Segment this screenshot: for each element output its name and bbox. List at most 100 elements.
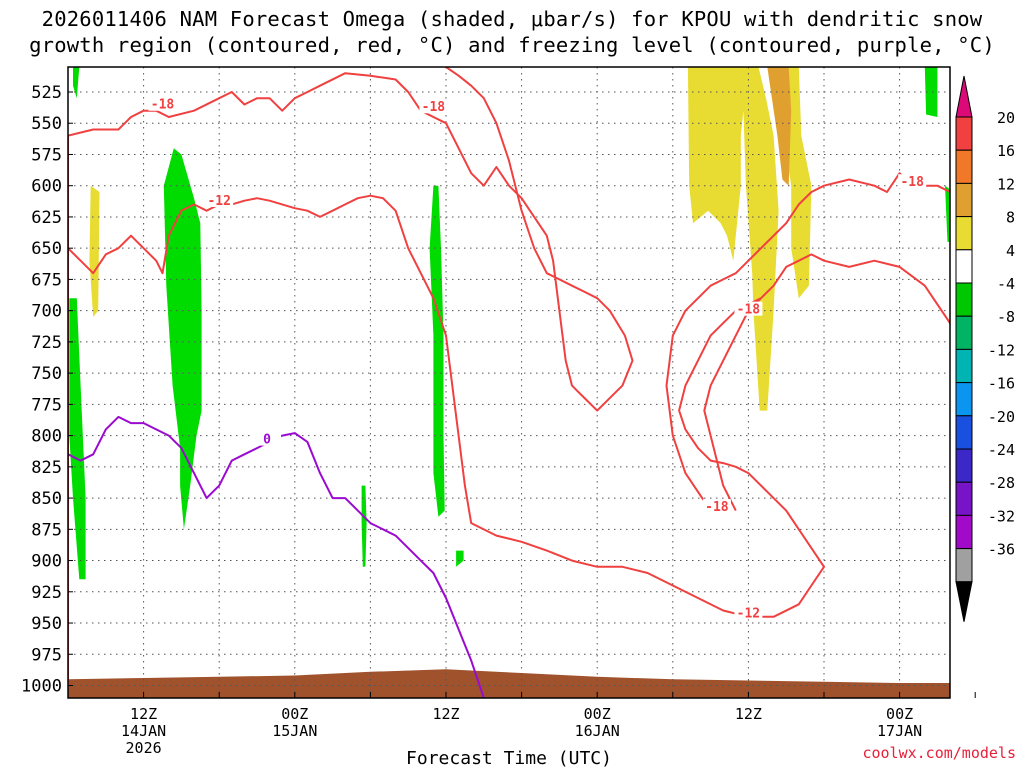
y-tick-label: 875 <box>31 520 62 540</box>
y-tick-label: 925 <box>31 583 62 603</box>
colorbar-label: -12 <box>988 341 1015 359</box>
y-tick-label: 975 <box>31 645 62 665</box>
y-tick-label: 550 <box>31 114 62 134</box>
colorbar-segment <box>955 216 973 251</box>
omega-region <box>361 485 367 567</box>
colorbar-label: 12 <box>997 175 1015 193</box>
red-contour-label-bg <box>734 605 763 620</box>
x-tick-label: 00Z <box>281 705 308 723</box>
y-tick-label: 525 <box>31 83 62 103</box>
red-contour-label-bg <box>898 174 927 189</box>
red-contour-label: -18 <box>737 303 761 318</box>
colorbar-label: -24 <box>988 441 1015 459</box>
credit-text: coolwx.com/models <box>862 744 1016 762</box>
red-contour-label-bg <box>205 192 234 207</box>
colorbar-segment <box>955 116 973 151</box>
x-tick-label: 17JAN <box>877 722 922 740</box>
red-contour-line <box>665 172 950 512</box>
colorbar-segment <box>955 249 973 284</box>
chart-title: 2026011406 NAM Forecast Omega (shaded, μ… <box>0 6 1024 58</box>
colorbar-segment <box>955 282 973 317</box>
colorbar-label: -8 <box>997 308 1015 326</box>
omega-region <box>429 185 445 517</box>
y-tick-label: 600 <box>31 177 62 197</box>
omega-region <box>945 185 950 242</box>
colorbar-segment <box>955 315 973 350</box>
colorbar-label: -36 <box>988 541 1015 559</box>
red-contour-label-bg <box>419 99 448 114</box>
red-contour-label: -18 <box>151 98 175 113</box>
purple-contour-label-bg <box>253 431 282 446</box>
y-tick-label: 950 <box>31 614 62 634</box>
purple-contour-label: 0 <box>263 433 271 448</box>
omega-region <box>999 186 1005 249</box>
red-contour-label: -18 <box>705 500 729 515</box>
colorbar-label: 16 <box>997 142 1015 160</box>
colorbar-segment <box>955 382 973 417</box>
red-contour-label-bg <box>148 96 177 111</box>
x-tick-label: 15JAN <box>272 722 317 740</box>
x-tick-label: 00Z <box>584 705 611 723</box>
omega-region <box>163 148 202 530</box>
y-tick-label: 800 <box>31 427 62 447</box>
x-tick-label: 16JAN <box>575 722 620 740</box>
omega-region <box>971 317 980 392</box>
red-contour-line <box>68 194 825 618</box>
y-tick-label: 825 <box>31 458 62 478</box>
colorbar-segment <box>955 548 973 583</box>
omega-region <box>924 67 938 117</box>
colorbar-segment <box>955 481 973 516</box>
omega-region <box>767 67 792 186</box>
colorbar-segment <box>955 182 973 218</box>
red-contour-label: -18 <box>422 100 446 115</box>
y-tick-label: 725 <box>31 333 62 353</box>
terrain-fill <box>68 669 950 698</box>
x-tick-label: 14JAN <box>121 722 166 740</box>
y-tick-label: 750 <box>31 364 62 384</box>
x-tick-label: 00Z <box>886 705 913 723</box>
omega-region <box>687 67 779 411</box>
colorbar-label: -28 <box>988 474 1015 492</box>
red-contour-label-bg <box>702 499 731 514</box>
colorbar-label: -16 <box>988 375 1015 393</box>
y-tick-label: 625 <box>31 208 62 228</box>
chart-title-line2: growth region (contoured, red, °C) and f… <box>29 33 995 57</box>
colorbar: 20 16 12 8 4 -4 -8 -12 -16 -20 -24 -28 -32 -36 <box>955 75 1015 622</box>
red-contour-line <box>68 67 634 686</box>
y-tick-label: 775 <box>31 395 62 415</box>
y-tick-label: 675 <box>31 270 62 290</box>
terrain-area <box>68 669 950 698</box>
colorbar-segment <box>955 149 973 184</box>
omega-shading <box>69 67 1005 580</box>
omega-region <box>89 185 100 317</box>
y-tick-label: 1000 <box>21 677 62 697</box>
y-tick-label: 650 <box>31 239 62 259</box>
colorbar-label: 20 <box>997 109 1015 127</box>
plot-frame <box>67 66 951 699</box>
colorbar-segment <box>955 415 973 450</box>
colorbar-segment <box>955 514 973 550</box>
omega-region <box>456 550 464 567</box>
colorbar-label: 4 <box>1006 242 1015 260</box>
x-tick-label: 12Z <box>130 705 157 723</box>
chart-title-line1: 2026011406 NAM Forecast Omega (shaded, μ… <box>41 7 983 31</box>
x-tick-label: 2026 <box>126 739 162 757</box>
x-axis-label: Forecast Time (UTC) <box>406 748 612 768</box>
red-contour-label: -12 <box>207 194 230 209</box>
y-tick-label: 700 <box>31 302 62 322</box>
y-tick-label: 900 <box>31 552 62 572</box>
colorbar-top-triangle <box>955 75 973 118</box>
red-contour-line <box>703 253 950 512</box>
contour-lines: -18 -18 -18 -18 -18 -12 -12 0 <box>68 67 950 698</box>
omega-region <box>69 298 86 580</box>
colorbar-segment <box>955 448 973 483</box>
colorbar-segment <box>955 348 973 384</box>
omega-region <box>73 67 80 99</box>
red-contour-label: -18 <box>900 175 924 190</box>
x-tick-label: 12Z <box>432 705 459 723</box>
colorbar-label: 8 <box>1006 209 1015 227</box>
colorbar-label: -32 <box>988 507 1015 525</box>
colorbar-bottom-triangle <box>955 581 973 622</box>
